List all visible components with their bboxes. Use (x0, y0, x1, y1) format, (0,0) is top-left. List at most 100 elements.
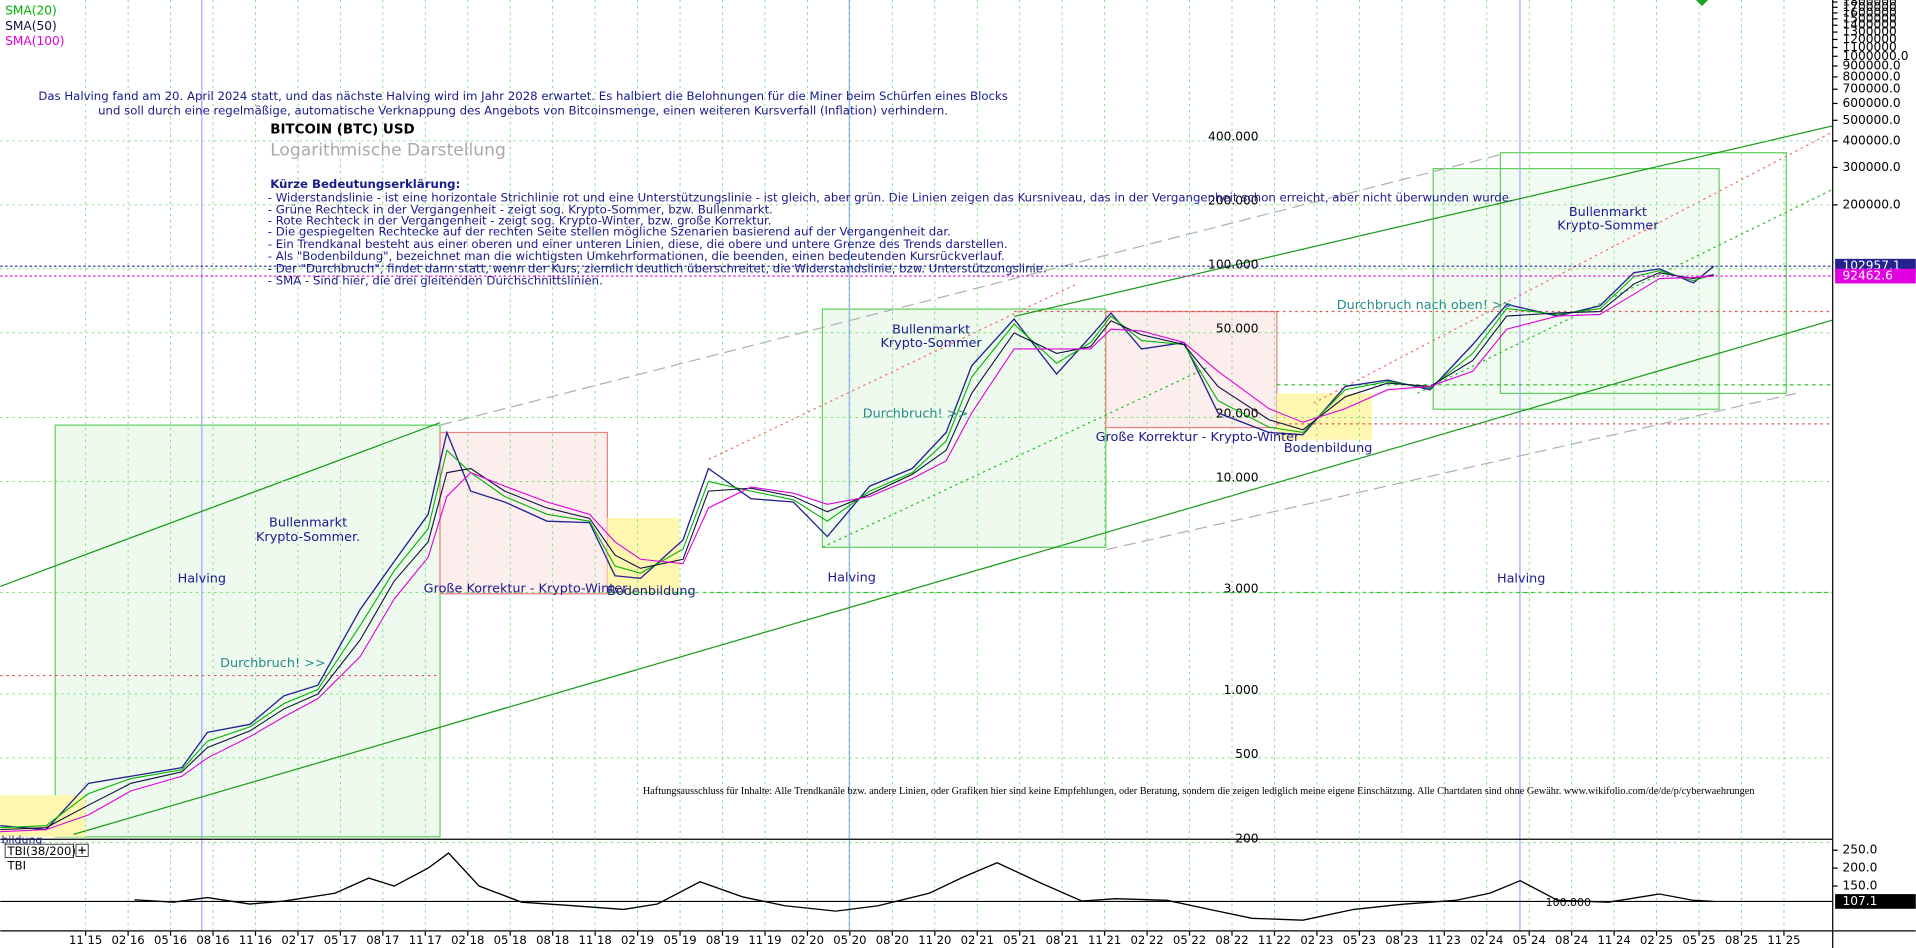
indicator-box[interactable] (4, 843, 74, 858)
y2-tick-label: 600000.0 (1842, 96, 1900, 110)
breakout-label: Durchbruch nach oben! >> (1337, 298, 1514, 313)
y2-tick-label: 1300000 (1842, 25, 1896, 39)
legend-line: - SMA - Sind hier, die drei gleitenden D… (268, 273, 603, 287)
y-tick-label: 10.000 (1216, 470, 1259, 484)
series-line (0, 275, 1714, 833)
legend-line: - Der "Durchbruch", findet dann statt, w… (268, 261, 1047, 275)
breakout-label: Durchbruch! >> (863, 407, 969, 422)
last-value-box (1835, 268, 1916, 284)
x-tick-label: 02 17 (281, 933, 314, 947)
x-tick-label: 02 21 (961, 933, 994, 947)
chart-subtitle: Logarithmische Darstellung (270, 140, 506, 160)
y2-tick-label: 1200000 (1842, 32, 1896, 46)
y2-tick-label: 1700000 (1842, 0, 1896, 14)
bear-box (439, 431, 608, 595)
phase-label: Bodenbildung (607, 584, 696, 599)
trend-line (708, 284, 1076, 460)
y2-tick-label: 1900000 (1842, 0, 1896, 4)
level-label: 100.000 (1546, 896, 1591, 909)
x-tick-label: 08 25 (1725, 933, 1758, 947)
channel-line (1105, 392, 1797, 551)
y-tick-label: 1.000 (1224, 683, 1259, 697)
annotations: Das Halving fand am 20. April 2024 statt… (1, 0, 1754, 909)
x-tick-label: 11 17 (409, 933, 442, 947)
trend-line (1014, 125, 1833, 318)
phase-label: Große Korrektur - Krypto-Winter (424, 581, 628, 596)
breakout-label: Durchbruch! >> (220, 656, 326, 671)
x-tick-label: 02 23 (1300, 933, 1333, 947)
x-tick-label: 08 23 (1385, 933, 1418, 947)
x-tick-label: 11 19 (748, 933, 781, 947)
phase-label: bildung (1, 833, 42, 846)
legend-line: - Ein Trendkanal besteht aus einer obere… (268, 237, 1008, 251)
phase-label: Krypto-Sommer (881, 336, 983, 351)
x-tick-label: 08 20 (876, 933, 909, 947)
x-tick-label: 08 24 (1555, 933, 1588, 947)
y2-tick-label: 1600000 (1842, 5, 1896, 19)
legend-line: - Grüne Rechteck in der Vergangenheit - … (268, 203, 773, 217)
halving-note: und soll durch eine regelmäßige, automat… (98, 104, 948, 118)
x-tick-label: 08 22 (1215, 933, 1248, 947)
x-tick-label: 02 25 (1640, 933, 1673, 947)
trend-line (0, 422, 441, 587)
bottom-box (1276, 393, 1373, 440)
bottom-box (607, 517, 680, 594)
y2-tick-label: 200000.0 (1842, 197, 1900, 211)
x-tick-label: 05 20 (833, 933, 866, 947)
halving-label: Halving (827, 570, 875, 585)
indicator-label: TBI (7, 859, 26, 873)
x-tick-label: 11 25 (1767, 933, 1800, 947)
x-tick-label: 05 24 (1513, 933, 1546, 947)
phase-label: Krypto-Sommer (1557, 219, 1659, 234)
x-tick-label: 05 18 (494, 933, 527, 947)
x-tick-label: 02 24 (1470, 933, 1503, 947)
x-tick-label: 05 16 (154, 933, 187, 947)
marker (1695, 0, 1709, 7)
series-line (0, 272, 1714, 831)
x-tick-label: 05 21 (1003, 933, 1036, 947)
trend-line (73, 319, 1833, 835)
y2-tick-label: 700000.0 (1842, 82, 1900, 96)
x-tick-label: 11 20 (918, 933, 951, 947)
phase-label: Bullenmarkt (1569, 205, 1647, 220)
series-line (134, 852, 1714, 921)
chart-title: BITCOIN (BTC) USD (270, 122, 414, 137)
y2-tick-label: 400000.0 (1842, 133, 1900, 147)
legend-entry: SMA(50) (5, 19, 57, 33)
y-tick-label: 500 (1235, 747, 1258, 761)
x-tick-label: 11 23 (1428, 933, 1461, 947)
y-tick-label: 400.000 (1208, 130, 1258, 144)
halving-label: Halving (178, 572, 226, 587)
last-value-label: 92462.6 (1842, 269, 1892, 283)
x-tick-label: 11 18 (579, 933, 612, 947)
bull-box (54, 424, 441, 838)
y2-tick-label: 800000.0 (1842, 69, 1900, 83)
legend-title: Kürze Bedeutungserklärung: (270, 177, 460, 191)
y-tick-label: 200.000 (1208, 194, 1258, 208)
x-tick-label: 02 22 (1130, 933, 1163, 947)
x-tick-label: 05 23 (1343, 933, 1376, 947)
halving-label: Halving (1497, 572, 1545, 587)
legend-line: - Rote Rechteck in der Vergangenheit - z… (268, 214, 772, 228)
x-tick-label: 08 16 (196, 933, 229, 947)
phase-label: Bullenmarkt (269, 515, 347, 530)
legend-entry: SMA(20) (5, 3, 57, 17)
phase-label: Bodenbildung (1284, 441, 1373, 456)
add-icon (78, 846, 86, 854)
x-tick-label: 11 15 (69, 933, 102, 947)
series-layer: 102957.192462.6SMA(20)SMA(50)SMA(100)107… (0, 3, 1916, 921)
y-tick-label: 250.0 (1842, 843, 1877, 857)
y-tick-label: 100.000 (1208, 258, 1258, 272)
y2-tick-label: 300000.0 (1842, 160, 1900, 174)
y2-tick-label: 500000.0 (1842, 113, 1900, 127)
phase-label: Krypto-Sommer. (256, 530, 360, 545)
x-tick-label: 05 25 (1682, 933, 1715, 947)
legend-line: - Als "Bodenbildung", bezeichnet man die… (268, 249, 1005, 263)
x-tick-label: 11 22 (1258, 933, 1291, 947)
x-tick-label: 02 16 (112, 933, 145, 947)
x-tick-label: 05 19 (663, 933, 696, 947)
trend-line (822, 365, 1210, 548)
y-tick-label: 50.000 (1216, 322, 1259, 336)
